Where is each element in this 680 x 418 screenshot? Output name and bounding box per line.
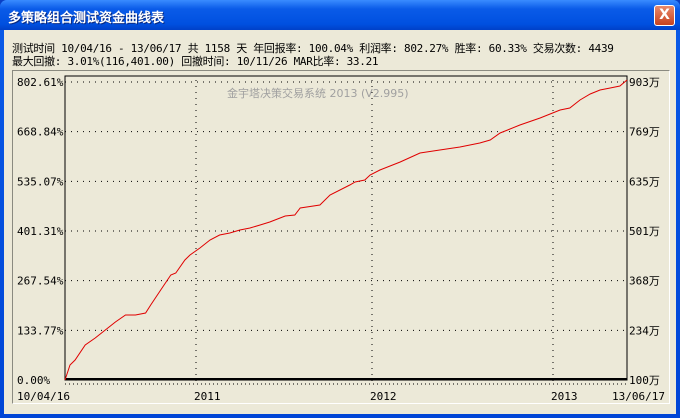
y-tick-label: 668.84% (17, 126, 64, 139)
y2-tick-label: 635万 (629, 175, 660, 188)
y2-tick-label: 501万 (629, 225, 660, 238)
y2-tick-label: 234万 (629, 324, 660, 337)
y-tick-label: 802.61% (17, 76, 64, 89)
x-tick-label: 2013 (551, 390, 578, 403)
watermark: 金宇塔决策交易系统 2013 (V2.995) (227, 86, 409, 100)
close-button[interactable]: X (654, 5, 675, 26)
y2-tick-label: 100万 (629, 374, 660, 387)
window-title: 多策略组合测试资金曲线表 (8, 11, 165, 26)
y2-tick-label: 769万 (629, 126, 660, 139)
plot-frame (64, 75, 628, 381)
stats-line-2: 最大回撤: 3.01%(116,401.00) 回撤时间: 10/11/26 M… (12, 55, 379, 68)
y2-tick-label: 903万 (629, 76, 660, 89)
equity-curve-line (64, 79, 628, 381)
y-tick-label: 401.31% (17, 225, 64, 238)
x-tick-label: 10/04/16 (17, 390, 70, 403)
x-tick-label: 13/06/17 (612, 390, 665, 403)
chart-panel (12, 70, 670, 404)
x-tick-label: 2011 (194, 390, 221, 403)
y2-tick-label: 368万 (629, 275, 660, 288)
y-tick-label: 535.07% (17, 175, 64, 188)
y-tick-label: 133.77% (17, 324, 64, 337)
stats-line-1: 测试时间 10/04/16 - 13/06/17 共 1158 天 年回报率: … (12, 42, 614, 55)
title-bar[interactable]: 多策略组合测试资金曲线表 X (0, 0, 680, 30)
y-tick-label: 0.00% (17, 374, 50, 387)
x-tick-label: 2012 (370, 390, 397, 403)
y-tick-label: 267.54% (17, 275, 64, 288)
client-area (4, 30, 676, 414)
